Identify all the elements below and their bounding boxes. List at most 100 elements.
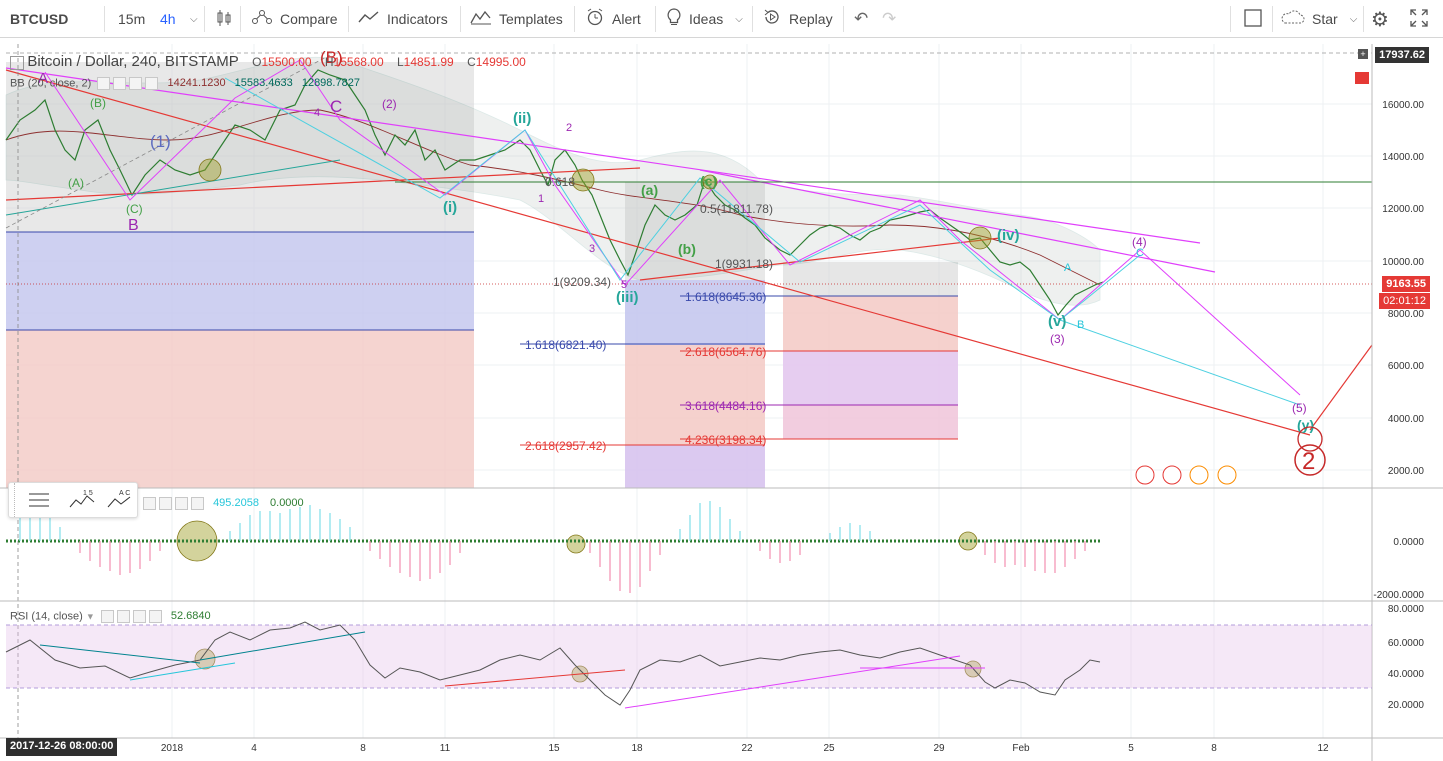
star-button[interactable]: Star ⌵ xyxy=(1279,0,1357,38)
expand-icon xyxy=(1410,8,1428,30)
compare-icon xyxy=(251,9,273,30)
gear-icon[interactable] xyxy=(116,610,130,623)
wave-label: (A) xyxy=(68,176,84,190)
star-label: Star xyxy=(1312,11,1338,27)
gear-icon[interactable] xyxy=(113,77,127,90)
wave-label: (5) xyxy=(1292,401,1307,415)
divider xyxy=(1230,6,1231,32)
chart-type-button[interactable] xyxy=(215,0,233,38)
more-icon[interactable] xyxy=(191,497,204,510)
eye-icon[interactable] xyxy=(100,610,114,623)
drag-handle[interactable] xyxy=(9,483,15,517)
square-icon xyxy=(1243,8,1263,31)
eye-icon[interactable] xyxy=(97,77,111,90)
wave-label: (C) xyxy=(126,202,143,216)
rsi-label: RSI (14, close) xyxy=(10,610,83,623)
interval-15m[interactable]: 15m xyxy=(118,0,145,38)
rsi-tick-label: 60.0000 xyxy=(1388,638,1425,649)
last-price-value: 9163.55 xyxy=(1386,278,1426,290)
settings-button[interactable]: ⚙ xyxy=(1371,0,1389,38)
chart-canvas[interactable]: 1(9209.34) 1.618(8645.36) 1.618(6821.40)… xyxy=(0,38,1443,761)
elliott-wave-lines[interactable] xyxy=(44,59,1301,406)
templates-icon xyxy=(470,9,492,30)
flag-icon[interactable] xyxy=(1355,72,1369,84)
wave-label: (b) xyxy=(678,241,696,257)
fib-zone-left[interactable] xyxy=(6,62,474,488)
wave-label: 2 xyxy=(1302,448,1315,475)
rsi-trendline[interactable] xyxy=(444,669,626,687)
undo-icon: ↶ xyxy=(854,9,869,28)
wave-label: (y) xyxy=(1297,417,1314,433)
gear-icon[interactable] xyxy=(159,497,172,510)
rsi-legend[interactable]: RSI (14, close) ▼ 52.6840 xyxy=(10,610,211,623)
wave-label: (i) xyxy=(443,199,457,216)
bb-upper-value: 15583.4633 xyxy=(234,77,293,90)
event-flags[interactable] xyxy=(1135,465,1237,485)
time-tick-label: 18 xyxy=(631,743,643,754)
templates-button[interactable]: Templates xyxy=(470,0,563,38)
symbol-search[interactable]: BTCUSD xyxy=(10,0,68,38)
wave-label: C xyxy=(1136,247,1144,259)
undo-button[interactable]: ↶ xyxy=(854,0,868,38)
more-icon[interactable] xyxy=(148,610,162,623)
time-tick-label: Feb xyxy=(1012,743,1030,754)
wave-label: (a) xyxy=(641,182,658,198)
alert-button[interactable]: Alert xyxy=(585,0,641,38)
fib-label: 4.236(3198.34) xyxy=(685,433,766,447)
wave-15-icon[interactable]: 1 5 xyxy=(67,487,99,513)
chevron-down-icon: ⌵ xyxy=(735,13,743,25)
ideas-button[interactable]: Ideas ⌵ xyxy=(666,0,743,38)
price-tick-label: 4000.00 xyxy=(1388,414,1425,425)
close-icon[interactable] xyxy=(129,77,143,90)
eye-icon[interactable] xyxy=(143,497,156,510)
price-axis[interactable]: 16000.00 14000.00 12000.00 10000.00 8000.00 6… xyxy=(1382,100,1424,477)
drawing-toolbar[interactable]: 1 5 A C xyxy=(8,482,138,518)
rsi-trendline[interactable] xyxy=(39,644,201,664)
divider xyxy=(348,6,349,32)
divider xyxy=(204,6,205,32)
main-legend[interactable]: Bitcoin / Dollar, 240, BITSTAMP O15500.0… xyxy=(10,53,526,70)
cloud-icon xyxy=(1279,9,1305,30)
rsi-trendline[interactable] xyxy=(624,655,961,709)
time-tick-label: 4 xyxy=(251,743,257,754)
indicators-button[interactable]: Indicators xyxy=(358,0,448,38)
time-axis[interactable]: 2018 4 8 11 15 18 22 25 29 Feb 5 8 12 xyxy=(161,743,1329,754)
wave-2-inner-circle xyxy=(1297,426,1323,452)
wave-label: (iii) xyxy=(616,289,639,306)
macd-axis[interactable]: 0.0000 -2000.0000 xyxy=(1373,537,1424,601)
last-price-badge: 9163.55 xyxy=(1382,276,1430,292)
rsi-band xyxy=(6,625,1372,688)
close-icon[interactable] xyxy=(132,610,146,623)
bb-legend[interactable]: BB (20, close, 2) 14241.1230 15583.4633 … xyxy=(10,77,360,90)
price-tick-label: 12000.00 xyxy=(1382,204,1424,215)
fullscreen-button[interactable] xyxy=(1410,0,1428,38)
close-icon[interactable] xyxy=(175,497,188,510)
wave-label: (v) xyxy=(1048,313,1066,330)
countdown-badge: 02:01:12 xyxy=(1379,293,1430,309)
interval-dropdown[interactable]: ⌵ xyxy=(186,0,198,38)
replay-button[interactable]: Replay xyxy=(762,0,833,38)
interval-4h-label: 4h xyxy=(160,11,176,27)
rsi-trendline[interactable] xyxy=(199,631,366,661)
plus-icon[interactable]: + xyxy=(1358,49,1368,59)
chevron-down-icon[interactable]: ▼ xyxy=(85,611,95,622)
lines-tool-icon[interactable] xyxy=(23,489,55,511)
more-icon[interactable] xyxy=(145,77,159,90)
macd-legend[interactable]: 495.2058 0.0000 xyxy=(140,497,304,510)
fib-zone-right[interactable] xyxy=(680,262,958,440)
compare-button[interactable]: Compare xyxy=(251,0,338,38)
divider xyxy=(655,6,656,32)
fullscreen-layout-button[interactable] xyxy=(1243,0,1263,38)
collapse-icon[interactable] xyxy=(10,55,24,70)
interval-4h[interactable]: 4h xyxy=(160,0,176,38)
price-tick-label: 6000.00 xyxy=(1388,361,1425,372)
svg-text:1 5: 1 5 xyxy=(83,490,93,497)
divider xyxy=(460,6,461,32)
rsi-axis[interactable]: 80.0000 60.0000 40.0000 20.0000 xyxy=(1388,604,1425,711)
price-tick-label: 2000.00 xyxy=(1388,466,1425,477)
fib-label: 2.618(6564.76) xyxy=(685,345,766,359)
wave-label: 2 xyxy=(566,122,572,134)
redo-button[interactable]: ↷ xyxy=(882,0,896,38)
wave-ac-icon[interactable]: A C xyxy=(105,487,137,513)
rsi-trendline[interactable] xyxy=(129,662,236,681)
